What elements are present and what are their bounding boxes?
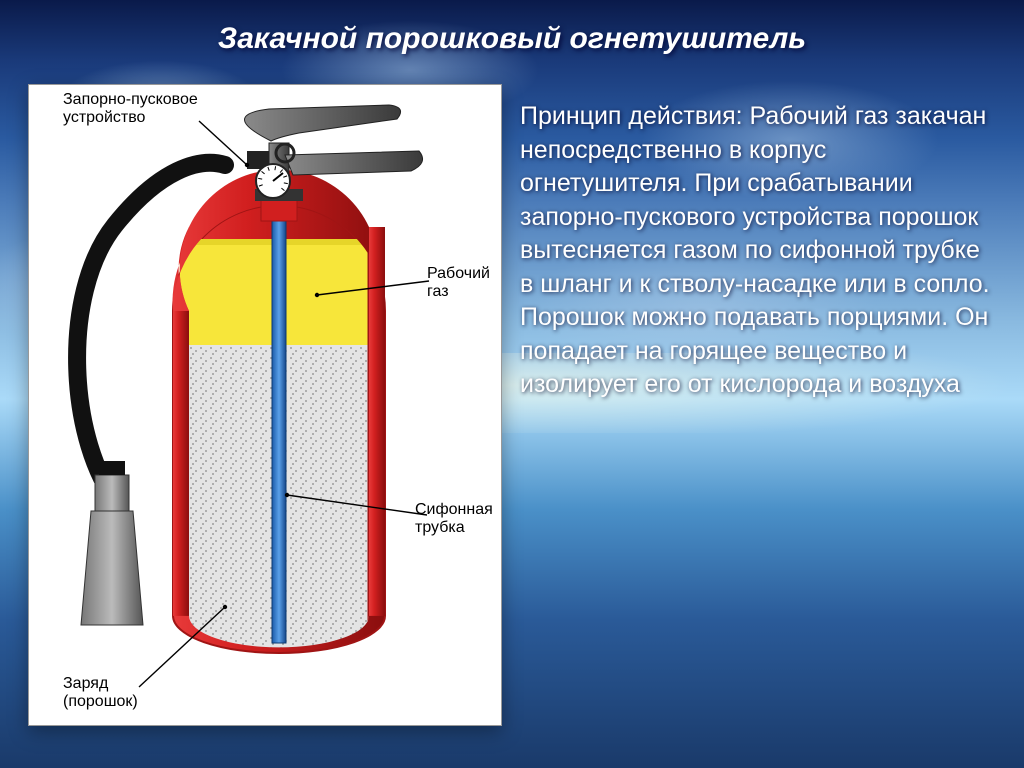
nozzle-cone [81, 511, 143, 625]
extinguisher-diagram [29, 85, 501, 725]
squeeze-lever [285, 151, 423, 175]
nozzle-collar [95, 475, 129, 511]
carry-handle [244, 105, 400, 141]
label-tube: Сифоннаятрубка [415, 501, 493, 536]
diagram-card: Запорно-пусковоеустройство Рабочийгаз Си… [28, 84, 502, 726]
label-valve: Запорно-пусковоеустройство [63, 91, 198, 126]
page-title: Закачной порошковый огнетушитель [0, 22, 1024, 56]
valve-assembly [244, 105, 422, 198]
neck [261, 199, 297, 221]
principle-text: Принцип действия: Рабочий газ закачан не… [520, 100, 990, 402]
label-gas: Рабочийгаз [427, 265, 490, 300]
label-charge: Заряд(порошок) [63, 675, 138, 710]
nozzle-join [99, 461, 125, 475]
